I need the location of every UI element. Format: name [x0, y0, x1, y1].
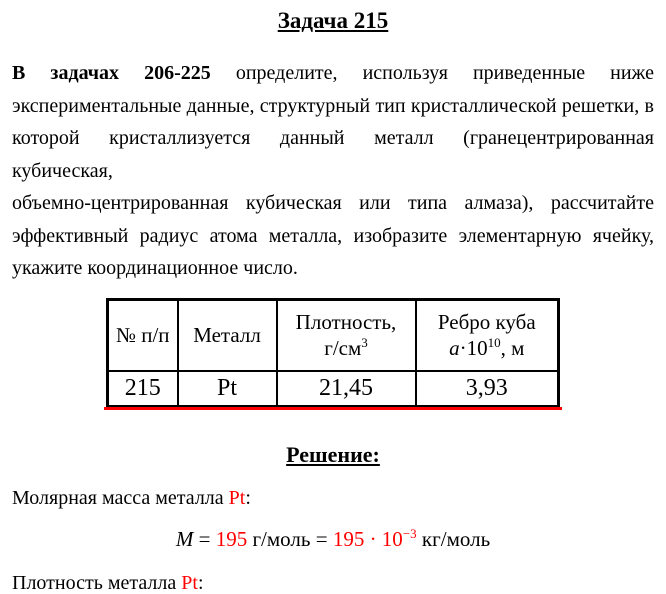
solution-heading-text: Решение: [286, 441, 380, 467]
table-header-num: № п/п [106, 298, 179, 372]
table-header-edge: Ребро куба a·1010, м [414, 298, 560, 372]
intro-line-1: В задачах 206-225 определите, используя … [12, 62, 654, 84]
table-red-underline [104, 406, 562, 410]
problem-title: Задача 215 [0, 8, 666, 34]
table-header-row: № п/п Металл Плотность, г/см3 Ребро куба a… [106, 298, 560, 372]
table-cell-density: 21,45 [275, 370, 417, 407]
table-header-density: Плотность, г/см3 [275, 298, 417, 372]
intro-paragraph: В задачах 206-225 определите, используя … [12, 57, 654, 285]
intro-line-4: объемно-центрированная кубическая или ти… [12, 192, 654, 214]
table-cell-edge: 3,93 [414, 370, 560, 407]
intro-line-6: укажите координационное число. [12, 257, 298, 279]
document-page: Задача 215 В задачах 206-225 определите,… [0, 8, 666, 594]
table-row: 215 Pt 21,45 3,93 [106, 370, 560, 407]
problem-title-text: Задача 215 [277, 8, 389, 33]
intro-line-2: экспериментальные данные, структурный ти… [12, 94, 654, 117]
molar-mass-label: Молярная масса металла Pt: [12, 486, 251, 509]
table-cell-metal: Pt [176, 370, 278, 407]
table-header-metal: Металл [176, 298, 278, 372]
intro-line-5: эффективный радиус атома металла, изобра… [12, 224, 654, 247]
molar-mass-formula: M = 195 г/моль = 195 · 10−3 кг/моль [175, 525, 491, 551]
data-table: № п/п Металл Плотность, г/см3 Ребро куба a… [106, 297, 560, 408]
solution-heading: Решение: [0, 442, 666, 468]
table-cell-num: 215 [106, 370, 179, 407]
intro-line-3: которой кристаллизуется данный металл (г… [12, 127, 654, 182]
density-label: Плотность металла Pt: [12, 571, 204, 594]
data-table-wrapper: № п/п Металл Плотность, г/см3 Ребро куба a… [0, 297, 666, 411]
